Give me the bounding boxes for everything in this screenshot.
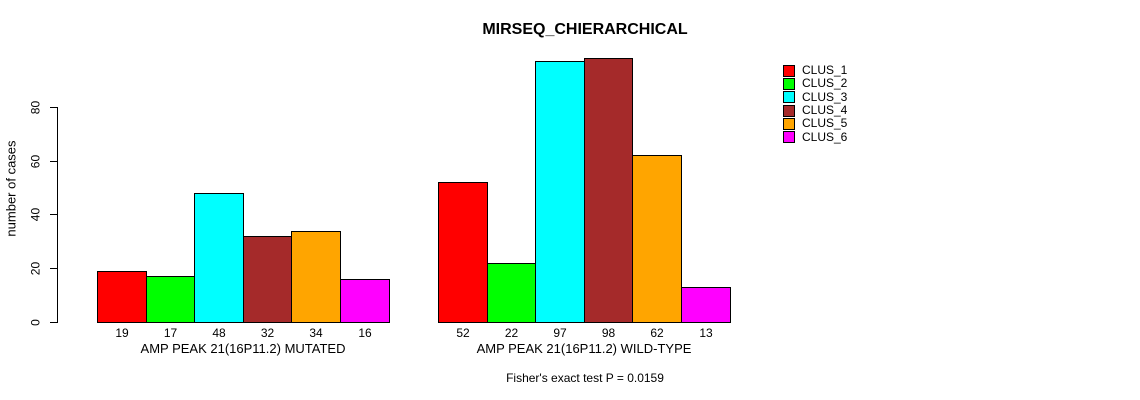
legend-item: CLUS_5 [783, 117, 847, 130]
bar-value-label: 22 [504, 326, 519, 340]
legend-swatch-clus_3 [783, 91, 795, 104]
bar-value-label: 16 [358, 326, 372, 340]
x-category-label: AMP PEAK 21(16P11.2) WILD-TYPE [476, 341, 692, 356]
y-axis-tick-label: 20 [28, 261, 43, 276]
legend-item-label: CLUS_2 [802, 76, 848, 91]
y-axis-tick [50, 161, 57, 162]
bar-clus_4-group-2 [584, 58, 633, 323]
legend-item-label: CLUS_4 [802, 103, 848, 118]
bar-clus_3-group-1 [194, 193, 244, 323]
legend-item-label: CLUS_3 [802, 89, 848, 104]
legend-item: CLUS_1 [783, 64, 847, 77]
bar-value-label: 52 [456, 326, 470, 340]
y-axis-tick [50, 107, 57, 108]
bar-value-label: 34 [309, 326, 323, 340]
bar-clus_6-group-2 [681, 287, 731, 323]
y-axis-tick [50, 214, 57, 215]
bar-clus_3-group-2 [535, 61, 585, 323]
legend-item-label: CLUS_5 [802, 116, 848, 131]
y-axis-line [57, 107, 58, 323]
bar-clus_5-group-2 [632, 155, 682, 323]
bar-clus_1-group-2 [438, 182, 488, 323]
bar-value-label: 97 [553, 326, 567, 340]
legend-swatch-clus_2 [783, 77, 795, 90]
bar-clus_5-group-1 [291, 231, 341, 323]
bar-value-label: 62 [650, 326, 664, 340]
y-axis-tick [50, 268, 57, 269]
y-axis-tick [50, 322, 57, 323]
y-axis-tick-label: 80 [28, 100, 43, 115]
legend-item: CLUS_4 [783, 104, 847, 117]
legend-item: CLUS_6 [783, 129, 848, 144]
legend-swatch-clus_4 [783, 104, 795, 117]
legend-swatch-clus_6 [783, 131, 795, 144]
legend-item: CLUS_3 [783, 89, 848, 104]
x-category-label: AMP PEAK 21(16P11.2) MUTATED [140, 341, 346, 356]
bar-value-label: 32 [260, 326, 275, 340]
y-axis-label: number of cases [3, 140, 19, 237]
bar-value-label: 48 [212, 326, 226, 340]
legend-swatch-clus_1 [783, 64, 795, 77]
bar-clus_2-group-1 [146, 276, 195, 323]
y-axis-tick-label: 60 [28, 154, 43, 169]
bar-clus_6-group-1 [340, 279, 390, 323]
legend: CLUS_1 CLUS_2 CLUS_3 CLUS_4 CLUS_5 CLUS_6 [783, 64, 847, 144]
bar-clus_2-group-2 [487, 263, 536, 323]
legend-item-label: CLUS_6 [802, 129, 848, 144]
bar-value-label: 98 [601, 326, 616, 340]
y-axis-tick-label: 0 [28, 319, 43, 326]
bar-value-label: 13 [699, 326, 713, 340]
footnote-text: Fisher's exact test P = 0.0159 [506, 371, 664, 385]
bar-value-label: 17 [163, 326, 178, 340]
bar-clus_1-group-1 [97, 271, 147, 323]
legend-item: CLUS_2 [783, 77, 847, 90]
bar-value-label: 19 [115, 326, 129, 340]
y-axis-tick-label: 40 [28, 207, 43, 222]
chart-title: MIRSEQ_CHIERARCHICAL [482, 21, 688, 38]
bar-clus_4-group-1 [243, 236, 292, 323]
legend-item-label: CLUS_1 [802, 63, 848, 78]
legend-swatch-clus_5 [783, 117, 795, 130]
